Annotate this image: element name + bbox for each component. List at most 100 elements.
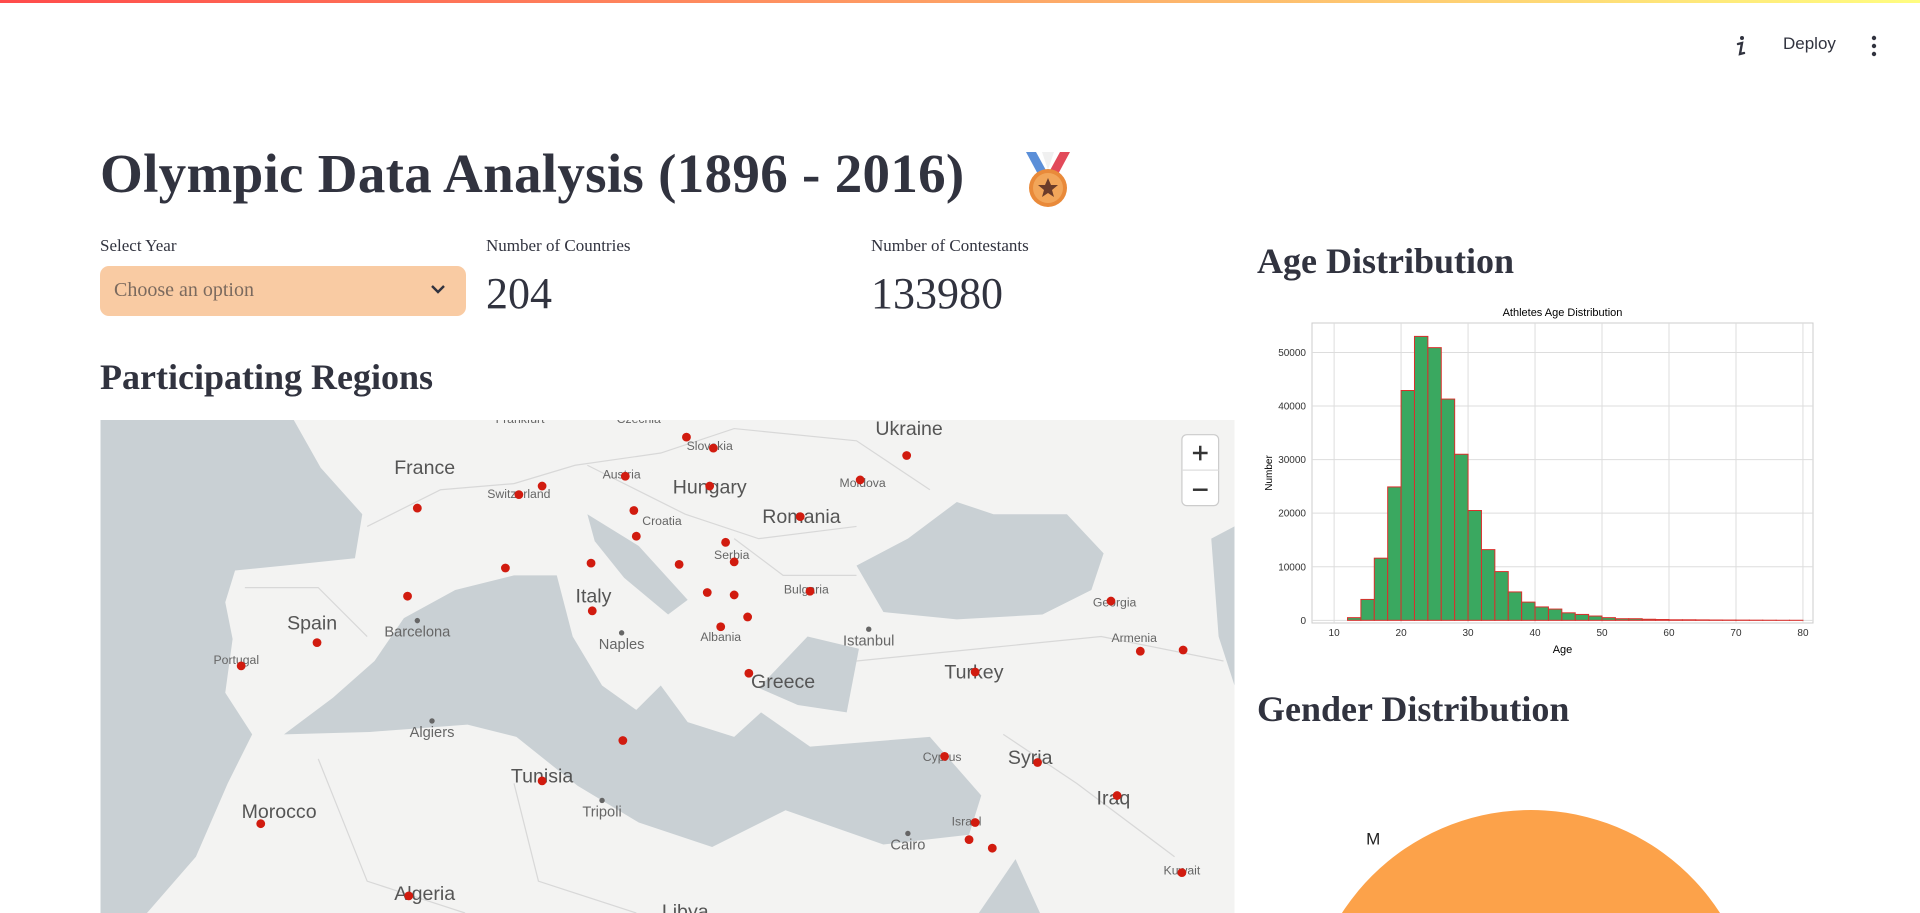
section-heading: Age Distribution: [1257, 241, 1515, 281]
map-label: Morocco: [242, 801, 317, 823]
x-tick-label: 80: [1797, 628, 1809, 639]
region-marker: [705, 481, 715, 491]
y-tick-label: 10000: [1278, 562, 1306, 573]
bar: [1547, 608, 1563, 621]
region-marker: [970, 818, 980, 827]
region-marker: [682, 432, 691, 442]
bar: [1387, 486, 1402, 621]
map-label: Spain: [287, 612, 337, 634]
map-label: Croatia: [642, 514, 682, 528]
region-marker: [586, 558, 596, 568]
region-marker: [618, 736, 628, 745]
metric-value: 204: [486, 269, 552, 318]
x-tick-label: 30: [1462, 628, 1474, 639]
page-title: Olympic Data Analysis (1896 - 2016): [100, 143, 965, 204]
region-marker: [587, 606, 597, 616]
map-label: France: [394, 457, 455, 479]
map-label: Frankfurt: [496, 420, 545, 426]
region-marker: [744, 668, 754, 678]
x-axis-label: Age: [1553, 644, 1573, 656]
region-marker: [312, 638, 322, 648]
bar: [1628, 618, 1643, 621]
map-label: Iraq: [1097, 787, 1131, 809]
select-placeholder: Choose an option: [114, 279, 254, 301]
pie-label: M: [1366, 829, 1380, 848]
region-marker: [1135, 646, 1145, 656]
map-label: Istanbul: [843, 633, 894, 649]
x-tick-label: 50: [1596, 628, 1608, 639]
map-label: Czechia: [617, 420, 661, 426]
region-marker: [970, 667, 980, 677]
region-marker: [855, 475, 865, 485]
map-label: Tripoli: [582, 805, 621, 821]
region-marker: [1033, 758, 1042, 767]
bar: [1681, 619, 1697, 621]
zoom-controls[interactable]: [1181, 434, 1220, 507]
metric-value: 133980: [871, 269, 1003, 318]
section-heading: Gender Distribution: [1257, 689, 1570, 729]
region-marker: [805, 586, 815, 596]
region-marker: [902, 451, 912, 460]
section-heading: Participating Regions: [100, 357, 433, 397]
x-tick-label: 20: [1396, 628, 1408, 639]
top-bar: [0, 0, 1920, 3]
region-marker: [404, 891, 414, 901]
chart-title: Athletes Age Distribution: [1503, 307, 1623, 319]
x-tick-label: 70: [1730, 628, 1742, 639]
y-tick-label: 30000: [1278, 455, 1306, 466]
region-marker: [743, 612, 753, 622]
info-icon[interactable]: [1730, 34, 1750, 58]
map[interactable]: FrankfurtCzechiaSlovakiaUkraineFranceSwi…: [100, 420, 1235, 913]
bar: [1601, 617, 1616, 621]
map-label: Serbia: [714, 548, 750, 562]
region-marker: [729, 590, 739, 600]
region-marker: [964, 835, 974, 845]
y-tick-label: 20000: [1278, 509, 1306, 520]
bar: [1588, 615, 1603, 621]
medal-icon: [1026, 152, 1070, 207]
region-marker: [631, 531, 641, 541]
bar: [1373, 557, 1389, 621]
bar: [1507, 591, 1523, 621]
year-select[interactable]: Choose an option: [100, 266, 466, 316]
menu-icon[interactable]: [1864, 34, 1884, 58]
map-label: Libya: [662, 901, 709, 913]
pie-chart: M: [1342, 810, 1720, 913]
bar: [1614, 618, 1630, 621]
region-marker: [1177, 868, 1187, 878]
region-marker: [716, 622, 726, 632]
bar: [1346, 617, 1362, 621]
region-marker: [1106, 596, 1116, 606]
map-label: Albania: [700, 630, 741, 644]
region-marker: [620, 471, 630, 481]
chevron: [431, 285, 445, 294]
bar: [1534, 606, 1549, 621]
histogram: 10 20 30 40 50 60 70 80 0 10000 20000 30000 40000 500…: [1264, 307, 1814, 656]
region-marker: [514, 490, 524, 500]
x-tick-label: 10: [1329, 628, 1341, 639]
map-label: Ukraine: [875, 420, 943, 440]
bar: [1655, 619, 1670, 621]
region-marker: [940, 752, 949, 761]
bar: [1413, 335, 1429, 621]
city-dot: [414, 617, 421, 624]
deploy-button[interactable]: Deploy: [1783, 34, 1836, 53]
bar: [1521, 601, 1536, 621]
region-marker: [256, 819, 266, 829]
bar: [1668, 619, 1683, 621]
map-label: Algeria: [394, 883, 455, 905]
map-label: Naples: [599, 637, 645, 653]
select-label: Select Year: [100, 236, 177, 255]
region-marker: [708, 443, 718, 453]
region-marker: [236, 661, 246, 671]
map-label: Tunisia: [511, 765, 573, 787]
region-marker: [721, 537, 731, 547]
metric-label: Number of Contestants: [871, 236, 1029, 255]
bar: [1641, 618, 1657, 621]
bar: [1574, 613, 1590, 621]
bar: [1440, 398, 1456, 621]
city-dot: [618, 630, 625, 636]
y-tick-label: 40000: [1278, 402, 1306, 413]
map-label: Italy: [576, 586, 612, 608]
